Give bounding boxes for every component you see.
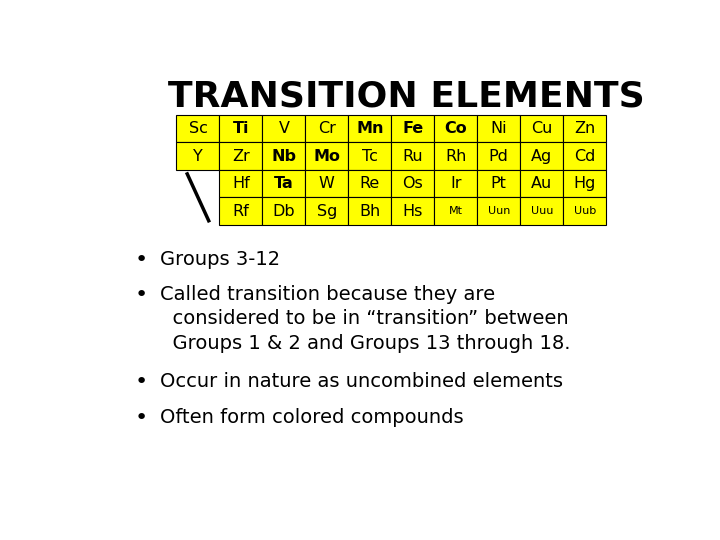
Bar <box>176 114 220 142</box>
Text: Hf: Hf <box>232 176 250 191</box>
Bar <box>521 142 563 170</box>
Text: Uun: Uun <box>487 206 510 216</box>
Text: Db: Db <box>273 204 295 219</box>
Bar <box>348 114 392 142</box>
Text: Uuu: Uuu <box>531 206 553 216</box>
Text: Uub: Uub <box>574 206 595 216</box>
Bar <box>521 170 563 197</box>
Text: V: V <box>279 121 289 136</box>
Bar <box>563 197 606 225</box>
Bar <box>477 114 521 142</box>
Text: Pt: Pt <box>491 176 507 191</box>
Text: Rh: Rh <box>445 148 467 164</box>
Text: Cd: Cd <box>574 148 595 164</box>
Text: Os: Os <box>402 176 423 191</box>
Text: Ti: Ti <box>233 121 249 136</box>
Text: Occur in nature as uncombined elements: Occur in nature as uncombined elements <box>160 373 563 392</box>
Text: Ir: Ir <box>450 176 462 191</box>
Text: Zr: Zr <box>232 148 250 164</box>
Text: Co: Co <box>444 121 467 136</box>
Bar <box>434 114 477 142</box>
Text: Cu: Cu <box>531 121 552 136</box>
Bar <box>521 197 563 225</box>
Text: Rf: Rf <box>233 204 249 219</box>
Text: Mo: Mo <box>313 148 341 164</box>
Bar <box>305 170 348 197</box>
Text: Ni: Ni <box>490 121 507 136</box>
Text: •: • <box>135 408 148 428</box>
Text: •: • <box>135 250 148 270</box>
Text: Nb: Nb <box>271 148 297 164</box>
Text: Sg: Sg <box>317 204 337 219</box>
Bar <box>477 197 521 225</box>
Bar <box>220 170 262 197</box>
Bar <box>477 142 521 170</box>
Bar <box>563 170 606 197</box>
Text: Mt: Mt <box>449 206 463 216</box>
Bar <box>262 197 305 225</box>
Bar <box>348 170 392 197</box>
Text: Ta: Ta <box>274 176 294 191</box>
Text: Pd: Pd <box>489 148 508 164</box>
Bar <box>220 142 262 170</box>
Bar <box>477 170 521 197</box>
Bar <box>305 197 348 225</box>
Bar <box>563 142 606 170</box>
Text: TRANSITION ELEMENTS: TRANSITION ELEMENTS <box>168 79 645 113</box>
Text: Fe: Fe <box>402 121 423 136</box>
Bar <box>392 142 434 170</box>
Text: Zn: Zn <box>574 121 595 136</box>
Bar <box>392 197 434 225</box>
Text: Tc: Tc <box>362 148 378 164</box>
Bar <box>348 197 392 225</box>
Bar <box>262 142 305 170</box>
Bar <box>305 114 348 142</box>
Bar <box>220 197 262 225</box>
Bar <box>434 142 477 170</box>
Bar <box>392 170 434 197</box>
Bar <box>305 142 348 170</box>
Bar <box>392 114 434 142</box>
Text: Hs: Hs <box>402 204 423 219</box>
Bar <box>434 197 477 225</box>
Bar <box>434 170 477 197</box>
Text: Mn: Mn <box>356 121 384 136</box>
Text: Ag: Ag <box>531 148 552 164</box>
Text: •: • <box>135 285 148 305</box>
Text: Hg: Hg <box>573 176 596 191</box>
Text: Au: Au <box>531 176 552 191</box>
Text: Cr: Cr <box>318 121 336 136</box>
Text: Often form colored compounds: Often form colored compounds <box>160 408 464 427</box>
Bar <box>262 170 305 197</box>
Text: Re: Re <box>360 176 380 191</box>
Text: Sc: Sc <box>189 121 207 136</box>
Bar <box>521 114 563 142</box>
Text: •: • <box>135 373 148 393</box>
Text: Y: Y <box>193 148 203 164</box>
Text: Bh: Bh <box>359 204 380 219</box>
Bar <box>563 114 606 142</box>
Bar <box>220 114 262 142</box>
Text: Groups 3-12: Groups 3-12 <box>160 250 280 269</box>
Text: Called transition because they are
  considered to be in “transition” between
  : Called transition because they are consi… <box>160 285 570 353</box>
Text: W: W <box>319 176 335 191</box>
Bar <box>262 114 305 142</box>
Bar <box>348 142 392 170</box>
Text: Ru: Ru <box>402 148 423 164</box>
Bar <box>176 142 220 170</box>
